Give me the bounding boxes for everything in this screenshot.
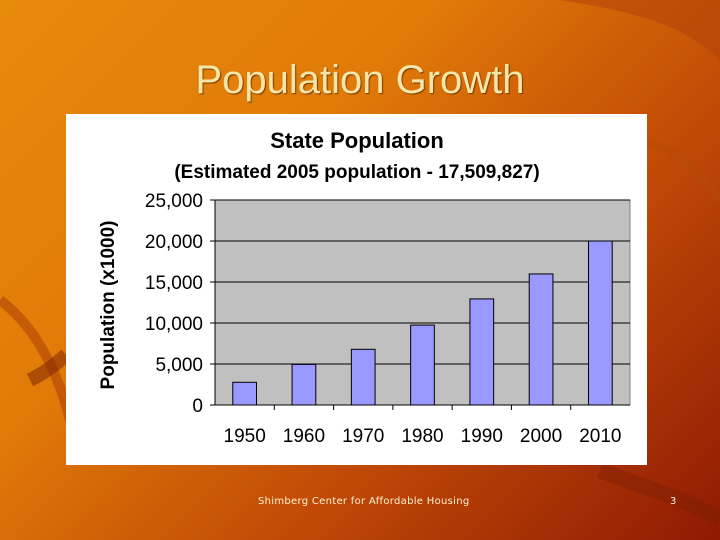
x-tick-label: 1990 <box>461 426 503 447</box>
y-tick-label: 10,000 <box>145 314 203 335</box>
y-tick-label: 0 <box>192 396 203 417</box>
chart-title: State Population <box>270 128 444 153</box>
chart-container: State Population (Estimated 2005 populat… <box>66 114 647 465</box>
x-tick-label: 1960 <box>283 426 325 447</box>
x-tick-label: 2010 <box>579 426 621 447</box>
bar-1960 <box>291 363 317 406</box>
bar-2010 <box>588 240 613 406</box>
x-tick-label: 1980 <box>401 426 443 447</box>
x-tick-label: 1950 <box>224 426 266 447</box>
bar-1950 <box>232 381 258 406</box>
y-tick-label: 20,000 <box>145 232 203 253</box>
bar-1970 <box>350 348 376 406</box>
slide-title: Population Growth <box>195 58 525 102</box>
y-tick-label: 5,000 <box>155 355 203 376</box>
x-tick-label: 1970 <box>342 426 384 447</box>
bar-1990 <box>469 298 495 406</box>
y-axis-label: Population (x1000) <box>98 221 119 390</box>
bar-2000 <box>528 273 554 406</box>
y-tick-label: 15,000 <box>145 273 203 294</box>
bar-chart: State Population (Estimated 2005 populat… <box>98 128 631 447</box>
page-number: 3 <box>670 496 677 507</box>
x-tick-label: 2000 <box>520 426 562 447</box>
footer-text: Shimberg Center for Affordable Housing <box>258 496 470 507</box>
y-tick-label: 25,000 <box>145 191 203 212</box>
bar-1980 <box>410 324 435 406</box>
chart-subtitle: (Estimated 2005 population - 17,509,827) <box>174 162 539 183</box>
